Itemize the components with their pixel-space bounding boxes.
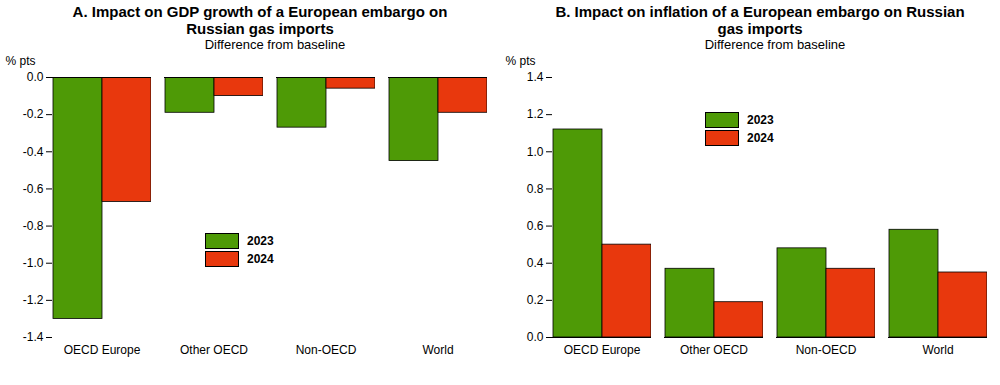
- svg-text:% pts: % pts: [6, 54, 36, 68]
- svg-text:% pts: % pts: [506, 54, 536, 68]
- svg-text:1.0: 1.0: [527, 145, 544, 159]
- svg-text:World: World: [922, 343, 953, 357]
- svg-text:World: World: [422, 343, 453, 357]
- svg-text:0.4: 0.4: [527, 256, 544, 270]
- html-text:2024: 2024: [747, 131, 774, 146]
- svg-text:1.2: 1.2: [527, 107, 544, 121]
- svg-text:Other OECD: Other OECD: [180, 343, 248, 357]
- svg-text:-0.2: -0.2: [23, 107, 44, 121]
- svg-text:-0.4: -0.4: [23, 145, 44, 159]
- svg-text:Non-OECD: Non-OECD: [796, 343, 857, 357]
- svg-text:-1.2: -1.2: [23, 293, 44, 307]
- html-text:B. Impact on inflation of a Eu: B. Impact on inflation of a European emb…: [555, 3, 965, 37]
- svg-text:Non-OECD: Non-OECD: [296, 343, 357, 357]
- html-text:Difference from baseline: Difference from baseline: [704, 37, 846, 52]
- svg-text:0.0: 0.0: [527, 330, 544, 344]
- svg-text:Other OECD: Other OECD: [680, 343, 748, 357]
- html-text:2023: 2023: [247, 234, 274, 249]
- svg-text:-1.0: -1.0: [23, 256, 44, 270]
- svg-text:1.4: 1.4: [527, 70, 544, 84]
- html-text:A. Impact on GDP growth of a E: A. Impact on GDP growth of a European em…: [72, 3, 448, 37]
- svg-text:0.6: 0.6: [527, 219, 544, 233]
- svg-text:0.2: 0.2: [527, 293, 544, 307]
- svg-text:0.0: 0.0: [27, 70, 44, 84]
- svg-text:-0.6: -0.6: [23, 182, 44, 196]
- svg-text:OECD Europe: OECD Europe: [564, 343, 641, 357]
- html-text:2024: 2024: [247, 252, 274, 267]
- svg-text:0.8: 0.8: [527, 182, 544, 196]
- html-text:Difference from baseline: Difference from baseline: [204, 37, 346, 52]
- svg-text:-0.8: -0.8: [23, 219, 44, 233]
- html-text:2023: 2023: [747, 113, 774, 128]
- svg-text:OECD Europe: OECD Europe: [64, 343, 141, 357]
- svg-text:-1.4: -1.4: [23, 330, 44, 344]
